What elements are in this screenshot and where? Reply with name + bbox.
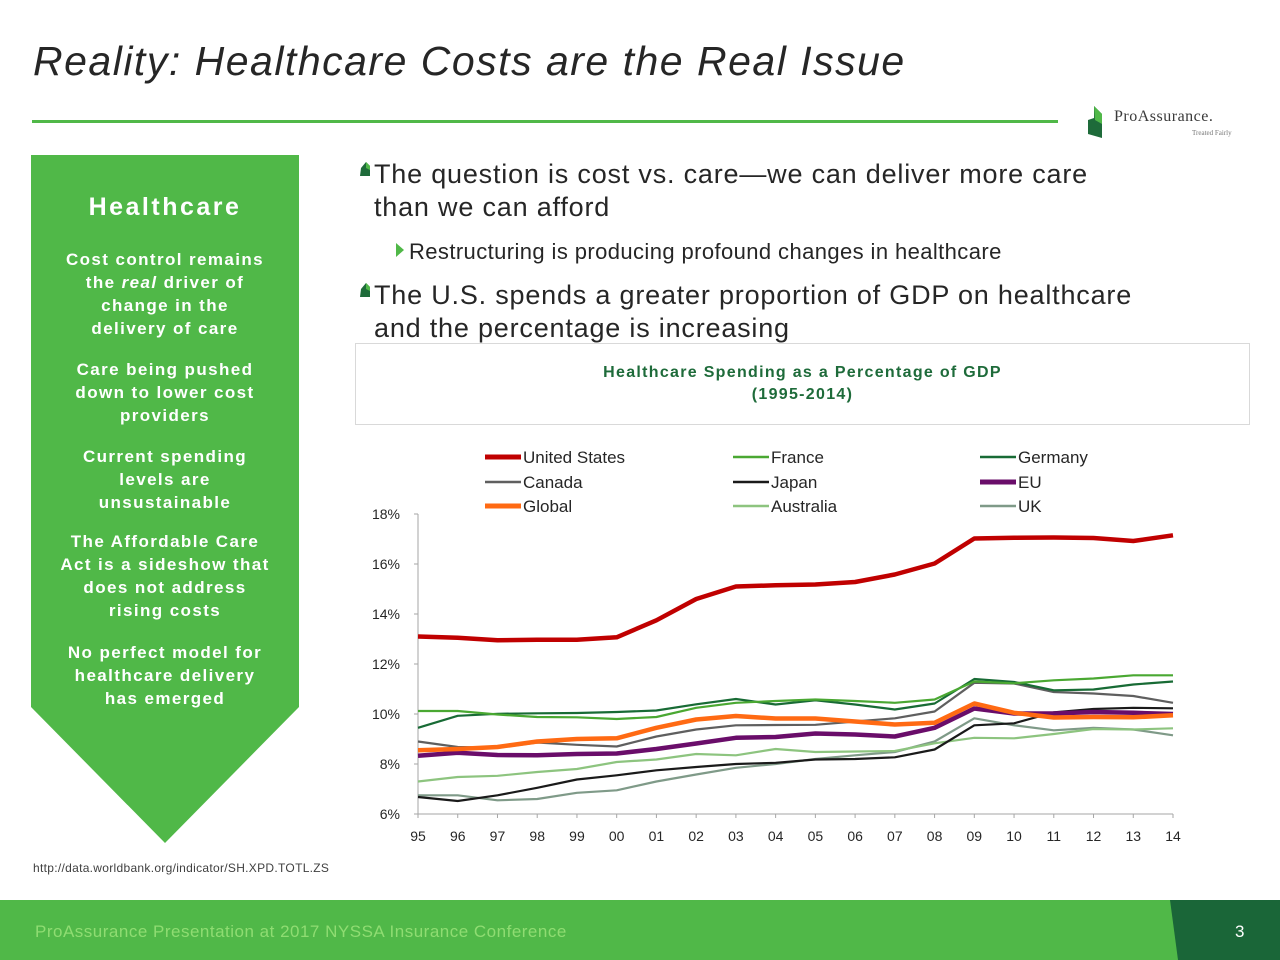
text-fragment: of (225, 273, 245, 292)
x-tick-label: 00 (609, 828, 625, 844)
title-divider (32, 120, 1058, 123)
x-tick-label: 05 (808, 828, 824, 844)
bullet-text: Restructuring is producing profound chan… (409, 239, 1002, 264)
x-tick-label: 12 (1086, 828, 1102, 844)
chart-title-box: Healthcare Spending as a Percentage of G… (355, 343, 1250, 425)
x-tick-label: 99 (569, 828, 585, 844)
page-number-badge (1170, 900, 1280, 960)
legend-label: Global (523, 497, 572, 516)
x-tick-label: 04 (768, 828, 784, 844)
sidebar-arrow-shape (31, 155, 299, 843)
y-tick-label: 8% (380, 756, 400, 772)
legend-label: UK (1018, 497, 1042, 516)
x-tick-label: 03 (728, 828, 744, 844)
sidebar-point-line: unsustainable (98, 493, 232, 512)
bullet-text: than we can afford (374, 192, 611, 222)
logo-mark-icon (1088, 106, 1102, 138)
x-tick-label: 97 (490, 828, 506, 844)
x-tick-label: 96 (450, 828, 466, 844)
y-tick-label: 14% (372, 606, 400, 622)
page-number: 3 (1235, 922, 1245, 941)
y-tick-label: 18% (372, 506, 400, 522)
x-tick-label: 13 (1125, 828, 1141, 844)
legend-label: EU (1018, 473, 1042, 492)
sidebar-point-line: has emerged (104, 689, 226, 708)
sidebar-point-line: does not address (83, 578, 247, 597)
sidebar-point: Care being pushed down to lower cost pro… (31, 358, 299, 427)
leaf-bullet-icon (360, 162, 370, 176)
sidebar-point-line: delivery of care (91, 319, 239, 338)
bullet-text: The U.S. spends a greater proportion of … (374, 280, 1133, 310)
text-fragment: driver (163, 273, 226, 292)
sidebar-point: Cost control remains the real driver of … (31, 248, 299, 340)
triangle-bullet-icon (396, 243, 404, 257)
sidebar-point: Current spending levels are unsustainabl… (31, 445, 299, 514)
legend-label: Australia (771, 497, 838, 516)
series-line-united-states (417, 533, 1174, 643)
bullet-text: The question is cost vs. care—we can del… (374, 159, 1088, 189)
y-tick-label: 6% (380, 806, 400, 822)
y-tick-label: 16% (372, 556, 400, 572)
sidebar-point-line: rising costs (108, 601, 222, 620)
sidebar-point-line: levels are (119, 470, 211, 489)
x-tick-label: 02 (688, 828, 704, 844)
x-tick-label: 09 (967, 828, 983, 844)
series-line-france (418, 674, 1173, 721)
y-tick-label: 10% (372, 706, 400, 722)
sidebar-point: No perfect model for healthcare delivery… (31, 641, 299, 710)
x-tick-label: 07 (887, 828, 903, 844)
x-tick-label: 06 (847, 828, 863, 844)
bullet-text: and the percentage is increasing (374, 313, 790, 343)
sidebar-point-line: providers (119, 406, 211, 425)
sidebar-point-line: Care being pushed (76, 360, 254, 379)
series-line-eu (417, 706, 1174, 759)
x-tick-label: 01 (649, 828, 665, 844)
leaf-bullet-icon (360, 283, 370, 297)
sidebar-callout: Healthcare Cost control remains the real… (31, 155, 299, 845)
proassurance-logo: ProAssurance. Treated Fairly (1082, 104, 1272, 144)
x-tick-label: 14 (1165, 828, 1181, 844)
x-tick-label: 11 (1047, 828, 1062, 844)
legend-label: Japan (771, 473, 817, 492)
sidebar-point-line: No perfect model for (67, 643, 263, 662)
x-tick-label: 95 (410, 828, 426, 844)
series-line-global (417, 701, 1174, 753)
sidebar-point-line: Cost control remains (65, 250, 265, 269)
series-line-germany (417, 677, 1174, 729)
legend-label: Canada (523, 473, 583, 492)
footer-bar: ProAssurance Presentation at 2017 NYSSA … (0, 900, 1280, 960)
bullet-item: The U.S. spends a greater proportion of … (358, 279, 1132, 345)
bullet-item: The question is cost vs. care—we can del… (358, 158, 1088, 224)
sidebar-point: The Affordable Care Act is a sideshow th… (31, 530, 299, 622)
sub-bullet-item: Restructuring is producing profound chan… (393, 239, 1002, 265)
sidebar-point-line: Current spending (82, 447, 248, 466)
legend-label: France (771, 448, 824, 467)
y-tick-label: 12% (372, 656, 400, 672)
emphasis-text: real (121, 273, 164, 292)
footer-text: ProAssurance Presentation at 2017 NYSSA … (35, 922, 567, 941)
series-line-australia (417, 727, 1174, 783)
logo-name: ProAssurance. (1114, 108, 1214, 125)
logo-tagline: Treated Fairly (1192, 129, 1232, 137)
sidebar-point-line: change in the (101, 296, 229, 315)
sidebar-point-line: down to lower cost (75, 383, 255, 402)
sidebar-point-line: the real driver of (31, 271, 299, 294)
sidebar-point-line: Act is a sideshow that (60, 555, 270, 574)
sidebar-point-line: healthcare delivery (74, 666, 256, 685)
text-fragment: the (85, 273, 122, 292)
x-tick-label: 98 (529, 828, 545, 844)
legend-label: United States (523, 448, 625, 467)
chart-title: Healthcare Spending as a Percentage of G… (603, 364, 1002, 381)
slide-title: Reality: Healthcare Costs are the Real I… (33, 38, 906, 84)
x-tick-label: 08 (927, 828, 943, 844)
sidebar-point-line: The Affordable Care (70, 532, 260, 551)
legend-label: Germany (1018, 448, 1088, 467)
chart-subtitle: (1995-2014) (751, 386, 854, 403)
source-link[interactable]: http://data.worldbank.org/indicator/SH.X… (33, 861, 330, 875)
x-tick-label: 10 (1006, 828, 1022, 844)
sidebar-heading: Healthcare (88, 193, 242, 221)
